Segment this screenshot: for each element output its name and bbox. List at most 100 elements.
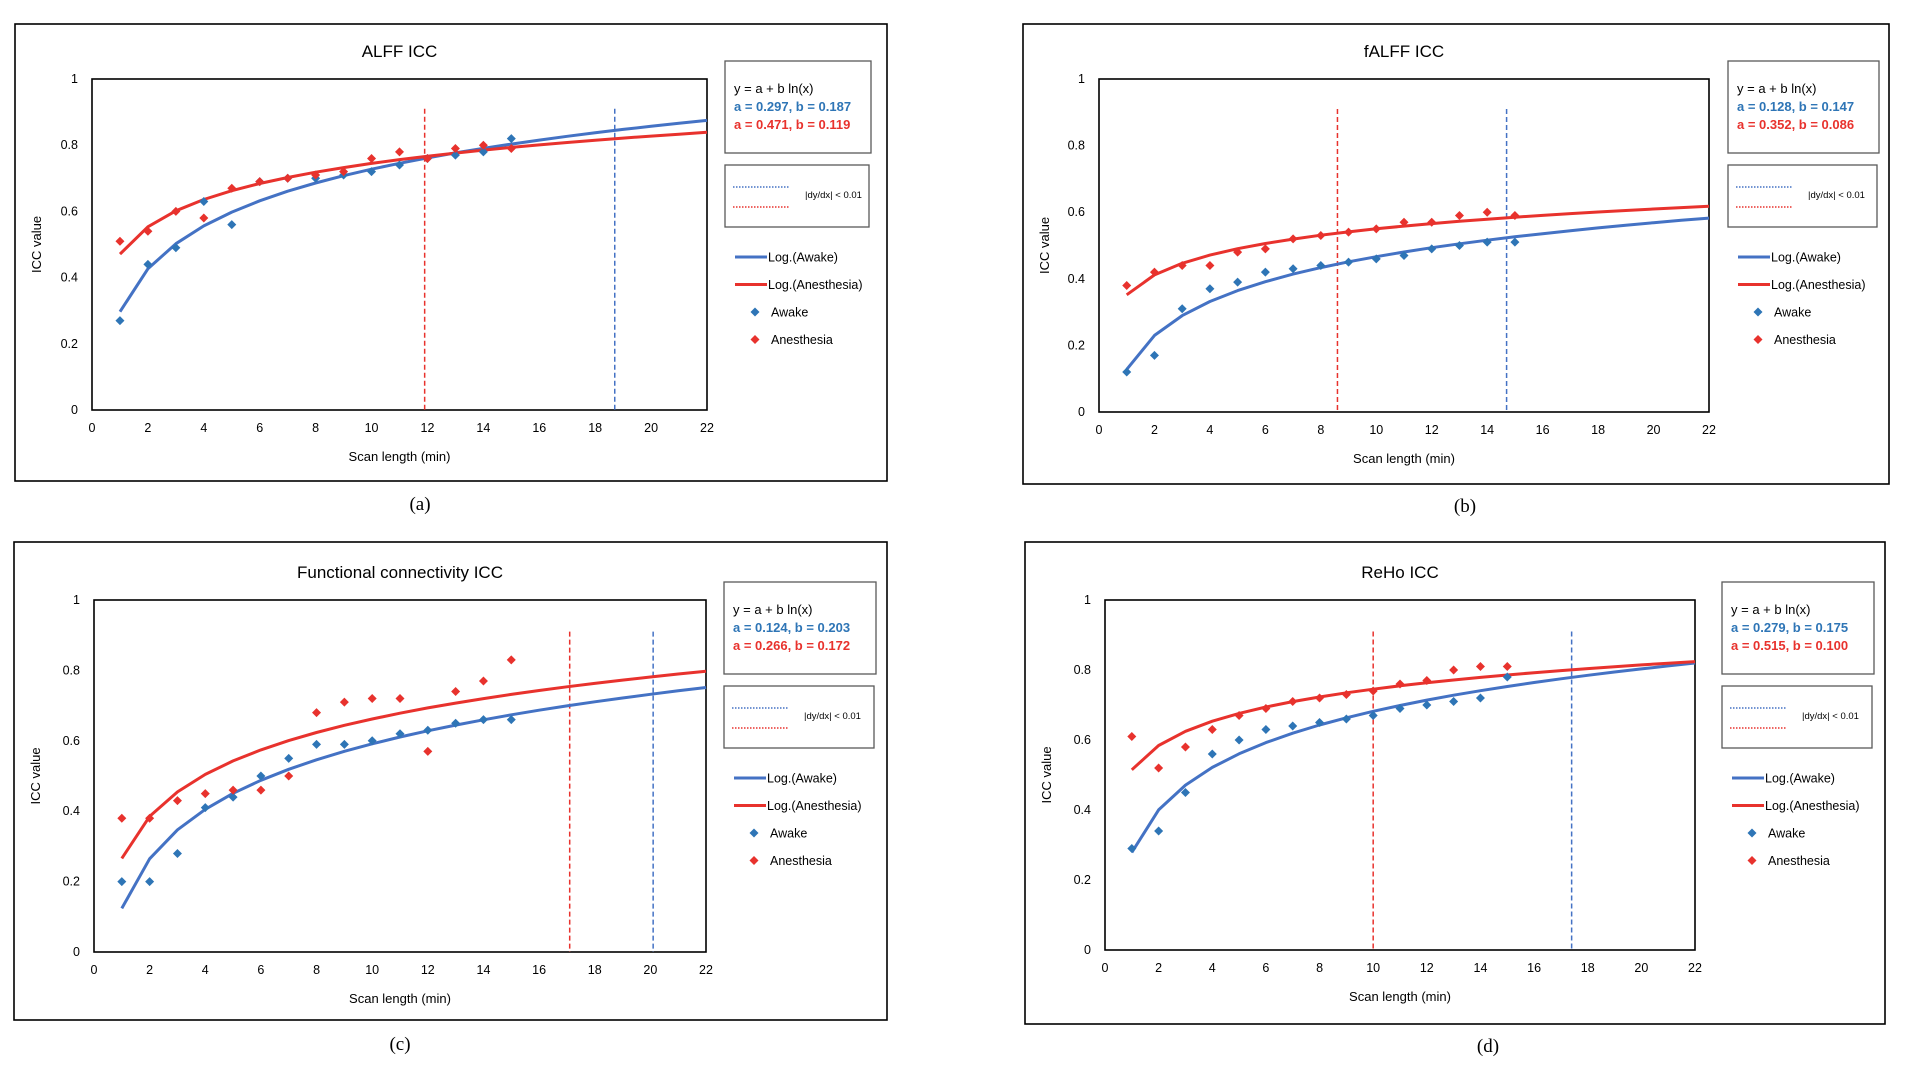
data-point-awake xyxy=(450,150,460,160)
data-point-awake xyxy=(451,718,461,728)
equation-formula: y = a + b ln(x) xyxy=(1731,602,1810,617)
plot-area xyxy=(93,599,707,953)
data-point-awake xyxy=(117,877,127,887)
legend-marker-awake-swatch xyxy=(1747,828,1757,838)
data-point-anesthesia xyxy=(1261,704,1271,713)
data-point-anesthesia xyxy=(1475,662,1485,671)
data-point-awake xyxy=(143,259,153,269)
data-point-anesthesia xyxy=(1368,686,1378,696)
plot-area xyxy=(1104,599,1696,951)
data-point-anesthesia xyxy=(1371,224,1381,234)
x-axis-label: Scan length (min) xyxy=(1349,989,1451,1004)
y-tick-label: 0 xyxy=(1084,943,1091,957)
data-point-anesthesia xyxy=(423,746,433,756)
data-point-anesthesia xyxy=(1422,676,1432,685)
data-point-anesthesia xyxy=(450,144,460,154)
data-point-awake xyxy=(478,147,488,157)
y-tick-label: 0.8 xyxy=(1074,663,1091,677)
data-point-awake xyxy=(1510,237,1520,247)
panel-caption: (a) xyxy=(409,494,430,515)
x-tick-label: 18 xyxy=(1591,423,1605,437)
data-point-awake xyxy=(1395,704,1405,713)
x-tick-label: 20 xyxy=(644,421,658,435)
y-tick-label: 1 xyxy=(71,72,78,86)
equation-params-anesthesia: a = 0.471, b = 0.119 xyxy=(734,117,850,132)
panel-c: Functional connectivity ICC 0 0.2 0.4 0.6 0.8… xyxy=(13,541,888,1021)
equation-params-awake: a = 0.124, b = 0.203 xyxy=(733,620,850,635)
data-point-awake xyxy=(1341,714,1351,724)
data-point-awake xyxy=(199,196,209,206)
legend-fit-awake-label: Log.(Awake) xyxy=(768,251,838,265)
data-point-awake xyxy=(1315,718,1325,727)
threshold-legend-label: |dy/dx| < 0.01 xyxy=(804,711,861,722)
x-tick-label: 8 xyxy=(1316,961,1323,975)
legend-marker-anesthesia-swatch xyxy=(750,335,760,344)
data-point-awake xyxy=(506,715,516,725)
x-tick-label: 18 xyxy=(588,421,602,435)
x-axis-label: Scan length (min) xyxy=(349,991,451,1006)
x-tick-label: 4 xyxy=(200,421,207,435)
legend-marker-anesthesia-label: Anesthesia xyxy=(1768,854,1830,868)
data-point-awake xyxy=(1368,711,1378,720)
data-point-anesthesia xyxy=(199,213,209,223)
equation-params-anesthesia: a = 0.515, b = 0.100 xyxy=(1731,638,1848,653)
equation-box xyxy=(1727,60,1880,154)
data-point-anesthesia xyxy=(143,226,153,236)
data-point-anesthesia xyxy=(506,144,516,154)
data-point-anesthesia xyxy=(339,697,349,707)
x-tick-label: 12 xyxy=(1425,423,1439,437)
y-tick-label: 0.2 xyxy=(1068,338,1085,352)
x-tick-label: 0 xyxy=(1096,423,1103,437)
legend-fit-anesthesia-label: Log.(Anesthesia) xyxy=(767,799,862,813)
legend-fit-anesthesia-label: Log.(Anesthesia) xyxy=(1765,799,1860,813)
equation-formula: y = a + b ln(x) xyxy=(733,602,812,617)
y-tick-label: 0.6 xyxy=(63,734,80,748)
data-point-awake xyxy=(171,243,181,253)
x-tick-label: 16 xyxy=(532,421,546,435)
x-tick-label: 2 xyxy=(1155,961,1162,975)
data-point-anesthesia xyxy=(1454,211,1464,221)
y-tick-label: 0.4 xyxy=(1068,272,1085,286)
y-tick-label: 0.8 xyxy=(61,138,78,152)
x-tick-label: 6 xyxy=(1262,961,1269,975)
data-point-awake xyxy=(423,725,433,735)
y-axis-label: ICC value xyxy=(28,747,43,804)
x-tick-label: 6 xyxy=(256,421,263,435)
y-axis-label: ICC value xyxy=(1039,746,1054,803)
legend-marker-awake-swatch xyxy=(749,828,759,838)
data-point-awake xyxy=(227,220,237,230)
data-point-anesthesia xyxy=(1316,231,1326,241)
x-tick-label: 12 xyxy=(1420,961,1434,975)
data-point-awake xyxy=(115,316,125,326)
data-point-anesthesia xyxy=(312,708,322,718)
x-tick-label: 2 xyxy=(1151,423,1158,437)
fit-line-anesthesia xyxy=(1130,660,1696,771)
legend-marker-anesthesia-swatch xyxy=(1747,856,1757,865)
legend-marker-anesthesia-swatch xyxy=(749,856,759,865)
x-tick-label: 0 xyxy=(1102,961,1109,975)
x-tick-label: 6 xyxy=(257,963,264,977)
data-point-anesthesia xyxy=(1149,267,1159,277)
data-point-anesthesia xyxy=(172,796,182,806)
legend-fit-awake-label: Log.(Awake) xyxy=(1771,251,1841,265)
data-point-anesthesia xyxy=(115,236,125,246)
data-point-awake xyxy=(1205,284,1215,294)
data-point-anesthesia xyxy=(1449,665,1459,675)
data-point-anesthesia xyxy=(1207,725,1217,734)
data-point-awake xyxy=(367,736,377,746)
legend-marker-anesthesia-swatch xyxy=(1753,335,1763,344)
data-point-awake xyxy=(1371,254,1381,264)
data-point-anesthesia xyxy=(1234,711,1244,720)
x-tick-label: 22 xyxy=(1702,423,1716,437)
x-tick-label: 0 xyxy=(91,963,98,977)
data-point-anesthesia xyxy=(145,813,155,823)
legend-marker-awake-label: Awake xyxy=(1768,827,1805,841)
y-axis-label: ICC value xyxy=(29,216,44,273)
equation-params-awake: a = 0.297, b = 0.187 xyxy=(734,99,851,114)
legend-fit-anesthesia-label: Log.(Anesthesia) xyxy=(768,278,863,292)
data-point-anesthesia xyxy=(1177,260,1187,270)
equation-box xyxy=(1721,581,1875,675)
x-tick-label: 14 xyxy=(476,421,490,435)
